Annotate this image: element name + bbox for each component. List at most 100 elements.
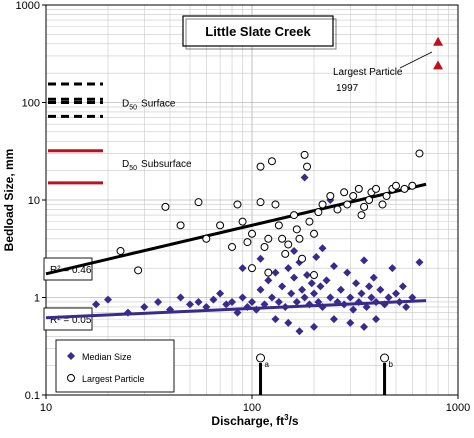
largest-particle-point <box>378 200 387 209</box>
median-size-point <box>281 302 290 311</box>
median-size-point <box>104 295 113 304</box>
d50-subsurface-label: D50 Subsurface <box>122 159 192 172</box>
largest-particle-point <box>194 198 203 207</box>
largest-particle-point <box>300 150 309 159</box>
axes: 10 100 1000 0.1 1 10 100 1000 <box>16 0 471 414</box>
largest-particle-point <box>305 217 314 226</box>
median-size-point <box>340 300 349 309</box>
median-size-point <box>329 315 338 324</box>
largest-particle-point <box>357 211 366 220</box>
median-size-point <box>238 264 247 273</box>
largest-particle-point <box>365 196 374 204</box>
d50-surface-label: D50 Surface <box>122 99 176 112</box>
largest-particle-point <box>354 184 363 193</box>
chart-title: Little Slate Creek <box>205 24 311 39</box>
median-size-point <box>166 305 175 314</box>
y-axis-title: Bedload Size, mm <box>2 149 16 252</box>
trendline-largest <box>45 182 427 276</box>
median-size-point <box>287 289 296 298</box>
largest-particle-point <box>267 157 276 166</box>
d50-surface-label-sub: 50 <box>129 105 137 112</box>
largest-particle-point <box>243 238 252 247</box>
chart-title-box: Little Slate Creek <box>182 15 337 50</box>
median-size-point <box>300 293 309 302</box>
median-size-point <box>284 264 293 273</box>
median-size-point <box>123 308 132 317</box>
median-size-point <box>233 308 242 317</box>
x-axis-title-part2: /s <box>289 414 299 428</box>
median-size-point <box>176 293 185 302</box>
r2-label-largest: R² = 0.46 <box>50 265 92 276</box>
median-size-point <box>312 253 321 262</box>
largest-particle-point <box>248 229 256 238</box>
largest-particle-point <box>372 184 381 193</box>
median-size-point <box>326 293 335 302</box>
median-size-point <box>260 300 269 309</box>
median-size-point <box>380 300 389 309</box>
median-size-point <box>209 295 218 304</box>
median-size-point <box>290 246 299 255</box>
largest-particle-point <box>216 221 225 230</box>
largest-particle-point <box>408 181 417 190</box>
legend: Median Size Largest Particle <box>55 339 175 393</box>
largest-particle-point <box>360 202 369 211</box>
median-size-point <box>222 300 231 309</box>
d50-surface-label-d: D <box>122 99 129 110</box>
largest-particle-point <box>303 162 312 171</box>
y-tick-label: 1 <box>34 293 40 305</box>
median-size-point <box>292 297 301 306</box>
y-tick-label: 1000 <box>16 0 40 12</box>
median-size-point <box>284 318 293 327</box>
median-size-point <box>298 285 307 294</box>
median-size-point <box>310 322 319 331</box>
d50-surface-label-rest: Surface <box>141 99 176 110</box>
median-size-point <box>271 268 280 277</box>
x-tick-label: 1000 <box>446 402 470 414</box>
data-points <box>92 149 424 336</box>
largest-particle-point <box>343 200 352 209</box>
largest-particle-point <box>248 264 256 273</box>
median-size-point <box>384 293 393 302</box>
largest-particle-point <box>284 240 293 249</box>
y-tick-label: 100 <box>22 98 40 110</box>
d50-subsurface-label-sub: 50 <box>129 165 137 172</box>
grid <box>45 5 459 396</box>
largest-particle-point <box>176 221 185 230</box>
median-size-point <box>354 297 363 306</box>
largest-particle-point <box>314 208 323 217</box>
median-size-point <box>252 305 261 314</box>
largest-particle-point <box>340 188 349 197</box>
median-size-point <box>372 315 381 324</box>
largest-particle-point <box>391 181 400 190</box>
median-size-point <box>415 258 424 267</box>
median-size-point <box>362 302 371 311</box>
trendlines <box>45 182 427 320</box>
median-size-point <box>264 276 273 285</box>
median-size-point <box>154 297 163 306</box>
median-size-point <box>329 262 338 271</box>
largest-particle-1997-label-line2: 1997 <box>336 83 359 94</box>
largest-particle-point <box>295 234 304 243</box>
median-size-point <box>271 315 280 324</box>
largest-particle-point <box>278 234 287 243</box>
median-size-point <box>238 293 247 302</box>
median-size-point <box>295 327 304 336</box>
largest-particle-point <box>333 205 342 214</box>
median-size-point <box>278 282 287 291</box>
largest-particle-point <box>326 191 335 200</box>
median-size-point <box>194 297 203 306</box>
median-size-point <box>369 273 378 282</box>
median-size-point <box>322 276 331 285</box>
x-axis-title: Discharge, ft3/s <box>211 413 298 428</box>
median-size-point <box>343 268 352 277</box>
largest-particle-point <box>256 198 265 207</box>
median-size-point <box>318 244 327 253</box>
largest-particle-1997-triangle <box>433 60 444 70</box>
median-size-point <box>360 322 369 331</box>
d50-subsurface-label-rest: Subsurface <box>141 159 192 170</box>
median-size-point <box>267 293 276 302</box>
largest-particle-point <box>318 200 327 209</box>
marker-a-bar <box>259 363 263 395</box>
